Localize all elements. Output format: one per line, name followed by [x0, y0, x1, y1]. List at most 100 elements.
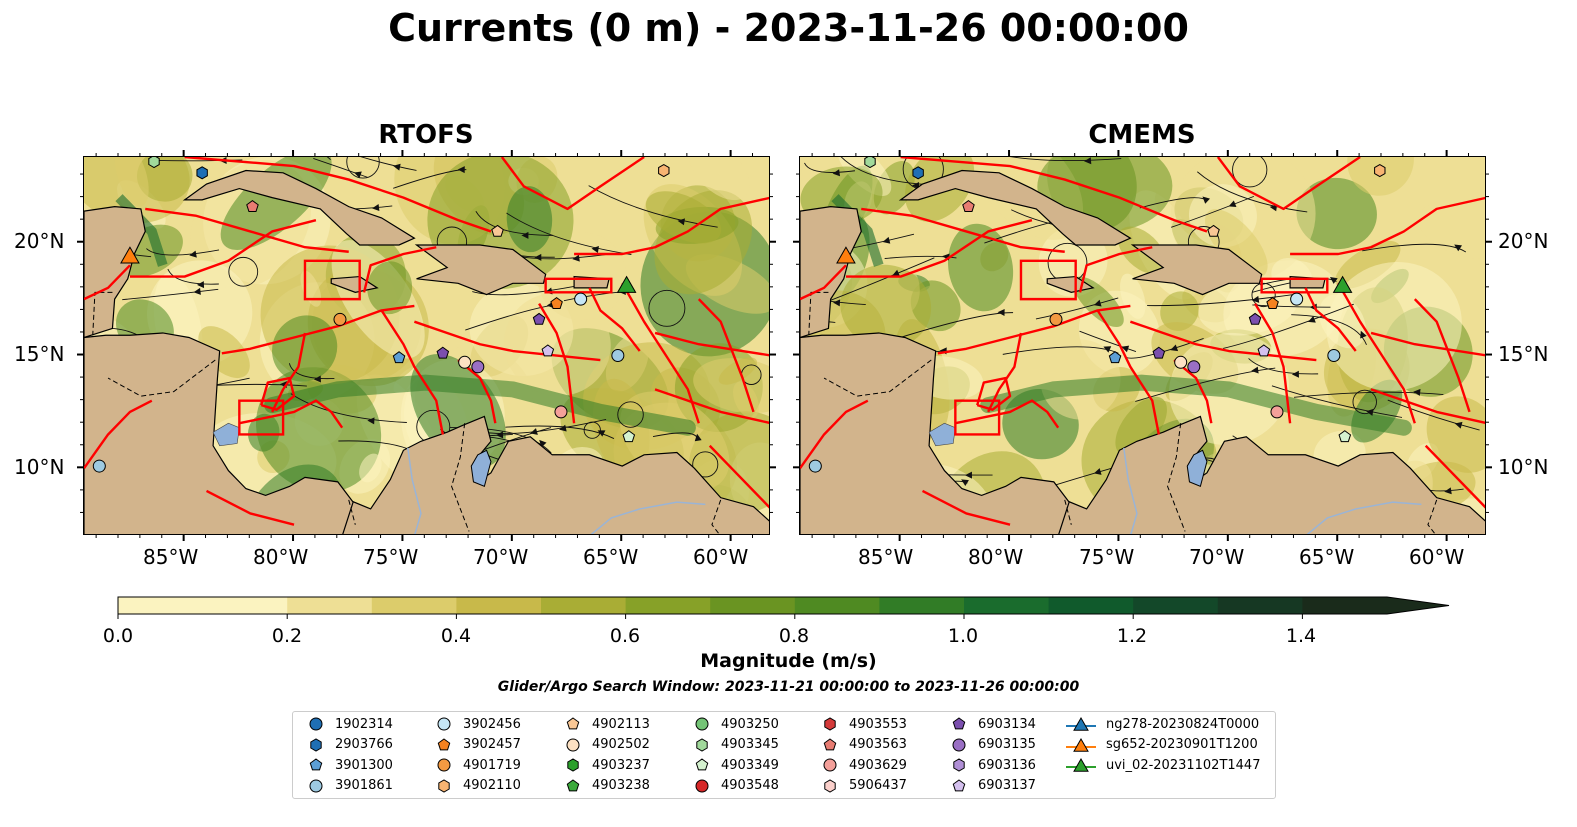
lon-tick-left-85w: 85°W: [143, 545, 199, 569]
streamline-arrow: [1291, 370, 1299, 378]
legend-entry: 3902456: [433, 714, 521, 734]
legend-label: uvi_02-20231102T1447: [1106, 757, 1261, 773]
lon-tick-left-75w: 75°W: [363, 545, 419, 569]
legend-entry: 3901300: [305, 755, 393, 775]
eez-boundary-line: [84, 264, 131, 301]
eez-boundary-line: [861, 207, 1065, 253]
land-mass: [283, 415, 769, 534]
legend-entry: 1902314: [305, 714, 393, 734]
magnitude-patch: [1205, 209, 1268, 278]
colorbar-bin: [1302, 597, 1388, 614]
streamline-arrow: [1103, 346, 1112, 353]
legend-label: 4902113: [592, 716, 650, 732]
legend-marker: [309, 779, 323, 792]
platform-marker: [574, 292, 588, 306]
legend-label: ng278-20230824T0000: [1106, 716, 1260, 732]
legend-marker: [823, 758, 837, 772]
current-jet: [264, 374, 696, 436]
legend-marker: [952, 778, 966, 791]
platform-marker: [554, 405, 568, 419]
legend-symbol: [309, 779, 323, 792]
country-borders: [808, 291, 1438, 534]
colorbar-bin: [1048, 597, 1134, 614]
figure-title: Currents (0 m) - 2023-11-26 00:00:00: [388, 6, 1189, 50]
legend-label: 6903137: [978, 778, 1036, 793]
streamline-arrow: [892, 269, 900, 277]
streamline-arrow: [354, 171, 362, 179]
streamline-arrow: [1121, 345, 1130, 353]
eez-boundary-line: [145, 207, 349, 253]
streamline: [1035, 297, 1119, 320]
platform-marker: [1374, 163, 1386, 178]
eez-boundary-line: [800, 399, 869, 470]
colorbar-bin: [625, 597, 711, 614]
eez-boundary-line: [1413, 298, 1471, 413]
land-mass: [414, 244, 547, 296]
streamline: [895, 312, 1014, 340]
platform-marker: [616, 275, 637, 293]
magnitude-patch: [1418, 200, 1485, 259]
colorbar-tick-2: 0.4: [440, 625, 472, 647]
legend-marker: [824, 717, 836, 731]
platform-markers: [92, 157, 670, 473]
legend-symbol: [695, 779, 709, 792]
lon-tick-right-70w: 70°W: [1189, 545, 1245, 569]
lat-tick-right-15n: 15°N: [1498, 342, 1549, 366]
legend-symbol: [824, 717, 836, 731]
eez-boundary-line: [574, 196, 769, 256]
legend-marker: [437, 717, 451, 731]
legend-symbol: [1073, 757, 1089, 772]
platform-marker: [962, 200, 975, 212]
streamline-arrow: [1202, 196, 1210, 204]
river: [1306, 501, 1422, 534]
eez-boundary-line: [184, 157, 492, 233]
magnitude-patch: [688, 157, 750, 201]
legend-entry: 4903349: [691, 755, 779, 775]
eez-box: [954, 399, 1001, 436]
eez-boundary-line: [708, 444, 769, 509]
magnitude-patch: [718, 357, 758, 385]
magnitude-patch: [1347, 157, 1414, 196]
eez-boundary-line: [1370, 331, 1485, 357]
streamline-arrow: [832, 299, 841, 307]
streamline: [1362, 243, 1467, 253]
platform-marker: [1332, 275, 1353, 293]
eez-boundary-line: [921, 489, 1011, 526]
legend-symbol: [952, 778, 966, 791]
magnitude-patch: [840, 264, 932, 349]
lat-tick-left-10n: 10°N: [14, 455, 65, 479]
lon-tick-right-60w: 60°W: [1409, 545, 1465, 569]
legend-entry: 6903136: [948, 755, 1036, 775]
map-canvas: [84, 157, 769, 534]
magnitude-patch: [1335, 240, 1401, 289]
platform-marker: [471, 360, 485, 374]
platform-marker: [92, 459, 106, 473]
eez-boundary-line: [654, 331, 769, 357]
magnitude-patch: [1296, 177, 1377, 250]
eez-boundary-line: [260, 376, 296, 411]
legend-entry: 3902457: [433, 735, 521, 755]
legend-label: 4901719: [463, 757, 521, 773]
magnitude-patch: [367, 261, 413, 315]
legend-marker: [1066, 757, 1096, 772]
legend-label: 4903563: [849, 737, 907, 752]
legend-entry: 5906437: [819, 776, 907, 796]
legend-marker: [824, 778, 836, 793]
streamline: [167, 268, 219, 285]
streamline-arrow: [694, 433, 702, 442]
streamline-arrow: [1308, 316, 1316, 323]
platform-marker: [148, 157, 160, 169]
streamline-arrow: [1269, 204, 1278, 212]
land-mass: [999, 415, 1485, 534]
magnitude-patch: [506, 186, 553, 253]
legend-symbol: [437, 737, 451, 750]
eez-boundary-line: [362, 246, 437, 293]
platform-marker: [458, 355, 472, 369]
streamline: [360, 157, 417, 171]
streamline-arrow: [572, 254, 580, 262]
legend-symbol: [309, 717, 323, 731]
legend-label: 6903134: [978, 716, 1036, 732]
streamline: [1171, 195, 1255, 228]
streamline: [1387, 399, 1480, 431]
streamline: [1147, 293, 1296, 307]
